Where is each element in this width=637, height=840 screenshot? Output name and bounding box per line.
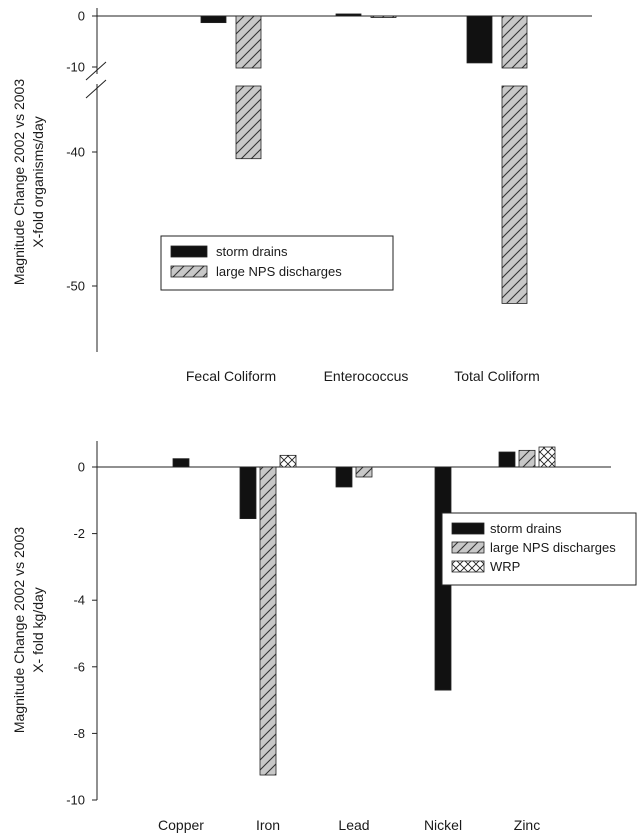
y-tick-label: -6	[73, 659, 85, 674]
bars	[172, 446, 556, 776]
bar-iron-large-nps-discharges	[259, 466, 277, 776]
bar-total-coliform-large-nps-discharges-upper	[501, 15, 528, 69]
axes	[96, 441, 611, 800]
bar-fecal-coliform-large-nps-discharges-upper	[235, 15, 262, 69]
legend-label: large NPS discharges	[216, 264, 342, 279]
bar-fecal-coliform-large-nps-discharges	[235, 85, 262, 160]
axis-break-mark-lower	[85, 79, 107, 99]
legend-swatch-storm-drains	[170, 245, 208, 258]
legend-label: large NPS discharges	[490, 540, 616, 555]
bar-enterococcus-large-nps-discharges	[370, 15, 397, 18]
y-tick-label: -8	[73, 726, 85, 741]
x-category-label: Fecal Coliform	[186, 368, 276, 384]
y-ticks: 0 -10 -40 -50	[66, 9, 97, 294]
y-axis-title: Magnitude Change 2002 vs 2003 X- fold kg…	[11, 527, 46, 733]
y-ticks: 0 -2 -4 -6 -8 -10	[66, 460, 97, 808]
bars	[200, 13, 528, 304]
axis-break-mark-upper	[85, 61, 107, 81]
bar-zinc-wrp	[538, 446, 556, 468]
y-axis-title-line-2: X- fold kg/day	[30, 587, 46, 673]
bar-lead-large-nps-discharges	[355, 466, 373, 478]
x-categories: Fecal Coliform Enterococcus Total Coliform	[186, 368, 540, 384]
x-category-label: Copper	[158, 817, 204, 833]
y-tick-label: -10	[66, 60, 85, 75]
chart-top: Magnitude Change 2002 vs 2003 X-fold org…	[11, 8, 592, 384]
x-categories: Copper Iron Lead Nickel Zinc	[158, 817, 540, 833]
legend: storm drains large NPS discharges	[160, 235, 394, 291]
bar-copper-storm-drains	[172, 458, 190, 468]
bar-lead-storm-drains	[335, 466, 353, 488]
legend-label: storm drains	[490, 521, 562, 536]
legend-label: WRP	[490, 559, 520, 574]
x-category-label: Iron	[256, 817, 280, 833]
x-category-label: Enterococcus	[324, 368, 409, 384]
bar-total-coliform-storm-drains	[466, 15, 493, 64]
x-category-label: Nickel	[424, 817, 462, 833]
x-category-label: Zinc	[514, 817, 540, 833]
y-tick-label: -50	[66, 279, 85, 294]
chart-bottom: Magnitude Change 2002 vs 2003 X- fold kg…	[11, 441, 637, 833]
bar-iron-wrp	[279, 454, 297, 468]
bar-total-coliform-large-nps-discharges	[501, 85, 528, 304]
bar-zinc-storm-drains	[498, 451, 516, 468]
legend-label: storm drains	[216, 244, 288, 259]
y-tick-label: 0	[78, 9, 85, 24]
legend-swatch-storm-drains	[451, 522, 485, 535]
legend-swatch-large-nps-discharges	[170, 265, 208, 278]
bar-zinc-large-nps-discharges	[518, 449, 536, 468]
y-axis-title-line-2: X-fold organisms/day	[30, 116, 46, 248]
y-tick-label: -4	[73, 593, 85, 608]
legend-swatch-large-nps-discharges	[451, 541, 485, 554]
bar-fecal-coliform-storm-drains	[200, 15, 227, 24]
legend-swatch-wrp	[451, 560, 485, 573]
x-category-label: Total Coliform	[454, 368, 540, 384]
y-tick-label: -2	[73, 526, 85, 541]
y-axis-title-line-1: Magnitude Change 2002 vs 2003	[11, 79, 27, 285]
legend: storm drains large NPS discharges WRP	[441, 512, 637, 586]
y-tick-label: -10	[66, 793, 85, 808]
y-axis-title-line-1: Magnitude Change 2002 vs 2003	[11, 527, 27, 733]
bar-iron-storm-drains	[239, 466, 257, 520]
legend-box	[160, 235, 394, 291]
y-tick-label: 0	[78, 460, 85, 475]
y-tick-label: -40	[66, 145, 85, 160]
y-axis-title: Magnitude Change 2002 vs 2003 X-fold org…	[11, 79, 46, 285]
bar-enterococcus-storm-drains	[335, 13, 362, 17]
x-category-label: Lead	[338, 817, 369, 833]
